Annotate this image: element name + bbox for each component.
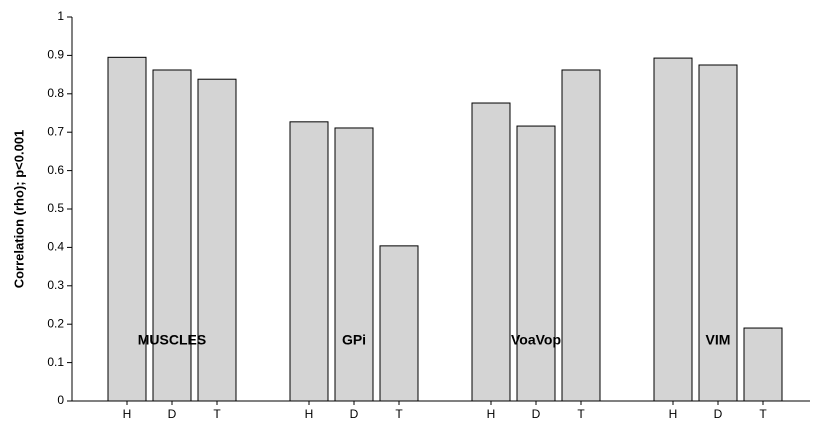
- bar: [561, 69, 601, 402]
- y-tick-label: 1: [57, 9, 64, 23]
- x-tick-label: T: [577, 407, 585, 421]
- bar: [379, 245, 419, 402]
- y-tick-label: 0.7: [47, 124, 64, 138]
- group-label: VoaVop: [511, 332, 561, 348]
- x-tick-label: T: [213, 407, 221, 421]
- y-tick-label: 0.5: [47, 201, 64, 215]
- group-label: VIM: [706, 332, 731, 348]
- y-tick-label: 0.2: [47, 316, 64, 330]
- bar: [107, 56, 147, 402]
- bar: [152, 69, 192, 402]
- y-tick-label: 0.3: [47, 278, 64, 292]
- bar: [197, 78, 237, 402]
- bar: [743, 327, 783, 402]
- x-tick-label: T: [395, 407, 403, 421]
- x-tick-label: D: [350, 407, 359, 421]
- x-tick-label: H: [123, 407, 132, 421]
- x-tick-label: D: [532, 407, 541, 421]
- x-tick-label: H: [487, 407, 496, 421]
- x-tick-label: D: [168, 407, 177, 421]
- x-tick-label: H: [669, 407, 678, 421]
- group-label: GPi: [342, 332, 366, 348]
- y-tick-label: 0.9: [47, 48, 64, 62]
- group-label: MUSCLES: [138, 332, 206, 348]
- y-tick-label: 0.6: [47, 163, 64, 177]
- y-axis-label: Correlation (rho); p<0.001: [11, 130, 26, 289]
- y-tick-label: 0: [57, 393, 64, 407]
- y-tick-label: 0.8: [47, 86, 64, 100]
- bar: [653, 57, 693, 402]
- y-tick-label: 0.1: [47, 355, 64, 369]
- bar: [334, 127, 374, 402]
- bar: [471, 102, 511, 402]
- x-tick-label: H: [305, 407, 314, 421]
- bar: [516, 125, 556, 402]
- y-tick-label: 0.4: [47, 240, 64, 254]
- x-tick-label: D: [714, 407, 723, 421]
- bar: [698, 64, 738, 402]
- x-tick-label: T: [759, 407, 767, 421]
- bar: [289, 121, 329, 402]
